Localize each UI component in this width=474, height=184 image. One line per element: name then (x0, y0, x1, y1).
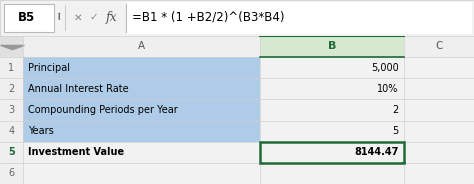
Text: 5,000: 5,000 (371, 63, 399, 73)
Text: ✓: ✓ (90, 12, 98, 22)
Bar (4, 4, 54, 32)
Bar (0, 36, 474, 57)
Text: ⬆
⬇: ⬆ ⬇ (56, 13, 61, 21)
Bar (260, 36, 404, 57)
Text: Compounding Periods per Year: Compounding Periods per Year (28, 105, 178, 115)
Text: 2: 2 (8, 84, 15, 94)
Bar (23, 57, 260, 78)
Text: C: C (436, 41, 443, 52)
Text: 4: 4 (9, 126, 14, 136)
Text: ✕: ✕ (74, 12, 82, 22)
Bar (127, 2, 472, 34)
Text: A: A (137, 41, 145, 52)
Bar (0, 36, 23, 57)
Text: 5: 5 (8, 147, 15, 157)
Text: 10%: 10% (377, 84, 399, 94)
Text: Years: Years (28, 126, 54, 136)
Bar (23, 99, 260, 121)
Bar (260, 142, 404, 163)
Text: B: B (328, 41, 336, 52)
Text: 8144.47: 8144.47 (354, 147, 399, 157)
Text: Principal: Principal (28, 63, 71, 73)
Text: 2: 2 (392, 105, 399, 115)
Text: 3: 3 (9, 105, 14, 115)
Text: fx: fx (106, 11, 117, 24)
Text: Annual Interest Rate: Annual Interest Rate (28, 84, 129, 94)
Text: 6: 6 (9, 168, 14, 178)
Text: 5: 5 (392, 126, 399, 136)
Bar (23, 78, 260, 99)
Bar (402, 162, 406, 163)
Bar (0, 36, 23, 184)
Bar (23, 121, 260, 142)
Text: B5: B5 (18, 11, 35, 24)
Text: =B1 * (1 +B2/2)^(B3*B4): =B1 * (1 +B2/2)^(B3*B4) (132, 11, 284, 24)
Polygon shape (0, 45, 24, 50)
Text: 1: 1 (9, 63, 14, 73)
Text: Investment Value: Investment Value (28, 147, 125, 157)
